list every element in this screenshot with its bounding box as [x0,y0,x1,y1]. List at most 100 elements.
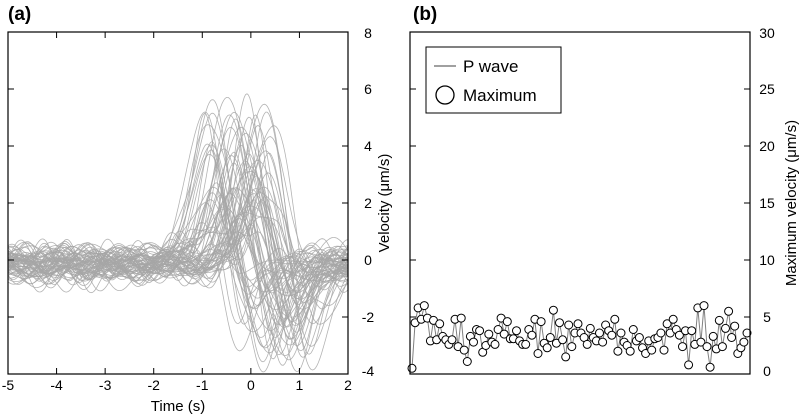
max-velocity-point [668,314,678,324]
max-velocity-point [490,339,500,349]
max-velocity-point [659,345,669,355]
max-velocity-point [687,326,697,336]
max-velocity-point [662,319,672,329]
max-velocity-point [721,323,730,333]
max-velocity-point [459,345,469,355]
waveform-line [8,218,348,347]
panel-a-x-tick-label: -2 [147,377,160,393]
panel-a-label: (a) [8,4,31,25]
panel-b-y-label-post: ) [783,120,800,125]
max-velocity-point [717,342,727,352]
max-velocity-point [456,313,466,323]
panel-b-y-tick-label: 0 [763,363,771,379]
waveform-line [8,155,348,366]
panel-a-y-axis-label: Velocity (μm/s) [376,154,393,253]
panel-b-y-label-pre: Maximum velocity ( [783,158,800,286]
panel-a-x-tick-label: -5 [2,377,15,393]
panel-a-y-label-post: ) [376,154,393,159]
panel-a-plot-frame [7,31,349,375]
max-velocity-point [607,330,617,340]
max-velocity-point [674,330,684,340]
max-velocity-point [585,323,595,333]
max-velocity-point [714,315,724,325]
panel-a-y-label-pre: Velocity ( [376,191,393,252]
max-velocity-point [567,342,577,352]
legend-entry-maximum: Maximum [463,86,537,105]
max-velocity-point [616,328,626,338]
panel-a-x-tick-label: -3 [99,377,112,393]
panel-b: (b) 0 5 10 15 20 25 30 Maximum velocity (μm/s)… [407,4,800,379]
panel-b-y-tick-label: 25 [759,81,775,97]
legend-circle-swatch [435,85,455,105]
waveform-line [8,231,348,328]
max-velocity-point [502,317,512,327]
panel-a-y-tick-label: 4 [364,138,372,154]
max-velocity-point [573,319,583,329]
panel-a-y-tick-label: 2 [364,195,372,211]
max-velocity-point [678,342,687,352]
max-velocity-point [684,360,694,370]
panel-a-x-tick-label: 1 [296,377,304,393]
waveform-line [8,111,348,325]
panel-b-y-axis: 0 5 10 15 20 25 30 [410,25,775,379]
waveform-line [8,143,348,295]
panel-a-x-tick-label: -4 [50,377,63,393]
max-velocity-point [521,339,531,349]
waveform-line [8,182,348,309]
max-velocity-point [610,314,620,324]
panel-b-y-tick-label: 15 [759,195,775,211]
waveform-line [8,125,348,325]
max-velocity-point [702,342,712,352]
max-velocity-point [724,306,734,316]
panel-a-y-tick-label: 8 [364,25,372,41]
max-velocity-point [727,333,737,342]
panel-a-y-tick-label: 6 [364,81,372,97]
max-velocity-point [475,326,485,336]
max-velocity-point [647,345,657,355]
max-velocity-point [558,335,568,345]
max-velocity-point [564,320,574,330]
panel-a-x-axis: -5 -4 -3 -2 -1 0 1 2 [2,32,352,393]
waveform-line [8,111,348,325]
max-velocity-point [730,321,740,331]
waveform-line [8,112,348,274]
max-velocity-point [699,301,709,311]
panel-b-y-tick-label: 30 [759,25,775,41]
panel-a-y-tick-label: -2 [362,309,375,325]
panel-b-y-tick-label: 20 [759,138,775,154]
waveform-line [8,208,348,354]
max-velocity-point [462,357,472,366]
panel-b-series [407,301,752,373]
max-velocity-point [493,325,503,334]
max-velocity-point [484,329,494,339]
panel-a-y-label-unit: μm/s [376,159,393,192]
panel-b-y-tick-label: 10 [759,252,775,268]
max-velocity-point [542,343,552,353]
max-velocity-point [527,330,537,340]
max-velocity-point [545,333,555,342]
max-velocity-point [656,328,666,338]
panel-b-y-axis-label: Maximum velocity (μm/s) [783,120,800,286]
max-velocity-point [613,346,623,356]
max-velocity-point [555,318,564,328]
max-velocity-point [419,301,429,311]
panel-a-waveforms [8,93,348,373]
panel-a-x-axis-label: Time (s) [151,398,205,415]
waveform-line [8,170,348,299]
max-velocity-point [634,333,644,342]
panel-a-x-tick-label: -1 [196,377,209,393]
panel-a: (a) -5 -4 -3 -2 -1 0 1 2 -4 -2 0 2 4 6 8 Time (s) Vel… [2,4,393,415]
panel-a-x-tick-label: 0 [247,377,255,393]
panel-a-y-tick-label: 0 [364,252,372,268]
max-velocity-point [435,319,445,329]
panel-b-label: (b) [413,4,437,25]
max-velocity-point [595,328,604,338]
panel-b-legend: P wave Maximum [425,46,562,114]
max-velocity-point [742,328,752,338]
max-velocity-point [533,349,543,358]
legend-entry-p-wave: P wave [463,57,518,76]
max-velocity-point [582,339,592,349]
waveform-line [8,187,348,352]
panel-a-y-tick-label: -4 [362,363,375,379]
